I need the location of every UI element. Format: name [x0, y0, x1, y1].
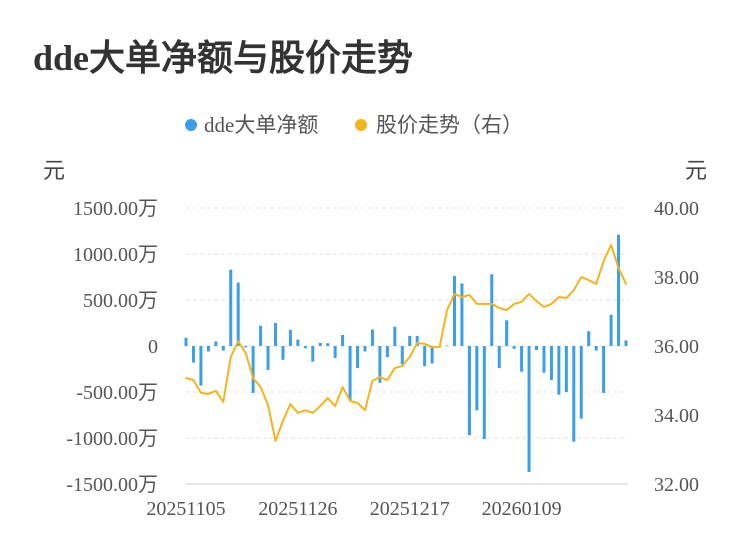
- dde-bar: [348, 346, 352, 401]
- dde-bar: [236, 282, 240, 346]
- left-axis-tick-label: 1000.00万: [73, 244, 158, 266]
- dde-bar: [475, 346, 479, 411]
- dde-bar: [415, 335, 419, 346]
- dde-bar: [594, 346, 598, 351]
- legend-label-dde: dde大单净额: [204, 113, 318, 137]
- left-axis-tick-label: 0: [148, 336, 158, 358]
- dde-bar: [572, 346, 576, 442]
- chart-title: dde大单净额与股价走势: [33, 38, 413, 78]
- dde-bar: [579, 346, 583, 419]
- dde-bar: [587, 331, 591, 346]
- dde-bar: [318, 342, 322, 346]
- dde-bar: [303, 346, 307, 349]
- dde-bar: [311, 346, 315, 362]
- dde-bar: [460, 283, 464, 346]
- dde-bar: [505, 320, 509, 346]
- right-axis-tick-label: 38.00: [654, 267, 699, 289]
- left-axis-tick-label: 1500.00万: [73, 198, 158, 220]
- dde-bar: [333, 346, 337, 358]
- dde-bar: [535, 346, 539, 351]
- dde-bar: [244, 346, 248, 348]
- dde-bar: [617, 234, 621, 346]
- legend-label-price: 股价走势（右）: [376, 113, 523, 137]
- dde-bar: [288, 329, 292, 346]
- left-axis-ticks: 1500.00万 1000.00万 500.00万 0 -500.00万 -1000.00…: [66, 198, 158, 496]
- dde-bar: [602, 346, 606, 393]
- dde-bar: [520, 346, 524, 372]
- dde-bar: [609, 314, 613, 346]
- dde-bar: [356, 346, 360, 369]
- x-axis-tick-label: 20260109: [482, 498, 562, 520]
- legend: dde大单净额 股价走势（右）: [185, 113, 523, 137]
- left-axis-tick-label: 500.00万: [83, 290, 158, 312]
- dde-bar: [497, 346, 501, 369]
- dde-bar: [490, 274, 494, 346]
- dde-bar: [557, 346, 561, 395]
- x-axis-tick-label: 20251126: [258, 498, 337, 520]
- legend-item-dde[interactable]: dde大单净额: [185, 113, 318, 137]
- dde-bar: [259, 325, 263, 346]
- dde-bar: [341, 334, 345, 346]
- legend-item-price[interactable]: 股价走势（右）: [355, 113, 523, 137]
- dde-bar: [430, 346, 434, 364]
- dde-bar: [206, 346, 210, 352]
- right-axis-unit: 元: [685, 158, 707, 183]
- dde-bar: [393, 326, 397, 346]
- dde-bars: [184, 234, 628, 473]
- dde-bar: [564, 346, 568, 392]
- right-axis-ticks: 40.00 38.00 36.00 34.00 32.00: [654, 198, 699, 496]
- dde-bar: [221, 346, 225, 351]
- dde-bar: [549, 346, 553, 381]
- dde-bar: [527, 346, 531, 473]
- dde-bar: [296, 339, 300, 346]
- dde-bar: [408, 335, 412, 346]
- price-line: [185, 243, 627, 442]
- dde-bar: [191, 346, 195, 363]
- right-axis-tick-label: 36.00: [654, 336, 699, 358]
- dde-bar: [423, 346, 427, 367]
- dde-bar: [467, 346, 471, 436]
- dde-bar: [273, 323, 277, 346]
- dde-bar: [445, 345, 449, 347]
- dde-bar: [378, 346, 382, 383]
- dde-bar: [370, 329, 374, 346]
- dde-bar: [251, 346, 255, 393]
- x-axis-tick-label: 20251217: [370, 498, 450, 520]
- right-axis-tick-label: 40.00: [654, 198, 699, 220]
- x-axis-ticks: 20251105 20251126 20251217 20260109: [146, 498, 561, 520]
- dde-bar: [266, 346, 270, 370]
- right-axis-tick-label: 32.00: [654, 474, 699, 496]
- dde-bar: [512, 346, 516, 349]
- legend-dot-price-icon: [355, 119, 367, 131]
- dde-bar: [326, 343, 330, 346]
- dde-bar: [385, 346, 389, 358]
- dde-bar: [624, 340, 628, 346]
- dde-bar: [281, 346, 285, 360]
- dde-bar: [214, 341, 218, 346]
- left-axis-tick-label: -1000.00万: [66, 428, 158, 450]
- left-axis-unit: 元: [43, 158, 65, 183]
- right-axis-tick-label: 34.00: [654, 405, 699, 427]
- dde-bar: [184, 337, 188, 346]
- left-axis-tick-label: -1500.00万: [66, 474, 158, 496]
- dde-bar: [482, 346, 486, 439]
- left-axis-tick-label: -500.00万: [76, 382, 158, 404]
- dde-bar: [229, 269, 233, 346]
- dde-bar: [400, 346, 404, 365]
- dde-bar: [199, 346, 203, 386]
- x-axis-tick-label: 20251105: [146, 498, 225, 520]
- dde-bar: [542, 346, 546, 373]
- dde-bar: [452, 276, 456, 346]
- dde-bar: [363, 346, 367, 352]
- legend-dot-dde-icon: [185, 119, 197, 131]
